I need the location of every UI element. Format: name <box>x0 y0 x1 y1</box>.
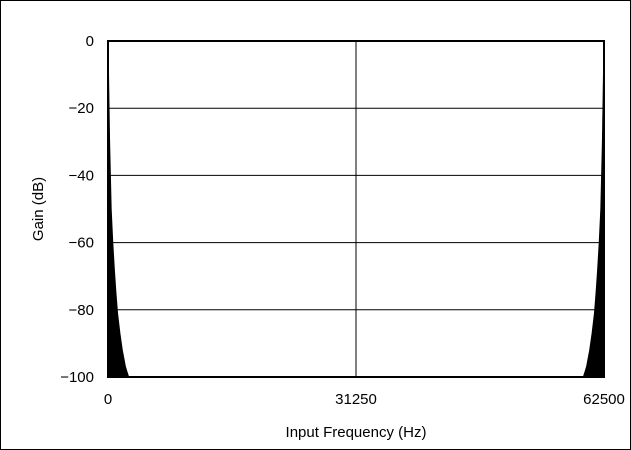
y-tick-label: −100 <box>60 369 94 386</box>
y-tick-label: −40 <box>69 167 94 184</box>
y-axis-label: Gain (dB) <box>30 177 47 241</box>
response-spike-high <box>582 40 605 378</box>
y-tick-label: −20 <box>69 100 94 117</box>
x-axis-label: Input Frequency (Hz) <box>286 424 427 441</box>
x-tick-label: 62500 <box>583 391 625 408</box>
x-tick-label: 0 <box>104 391 112 408</box>
y-tick-label: −60 <box>69 235 94 252</box>
y-tick-labels: 0 −20 −40 −60 −80 −100 <box>60 33 94 386</box>
x-tick-labels: 0 31250 62500 <box>104 391 625 408</box>
x-tick-label: 31250 <box>335 391 377 408</box>
y-tick-label: −80 <box>69 302 94 319</box>
plot-area-border <box>107 40 605 378</box>
y-tick-label: 0 <box>86 33 94 50</box>
grid <box>107 40 605 378</box>
response-spike-low <box>107 40 130 378</box>
